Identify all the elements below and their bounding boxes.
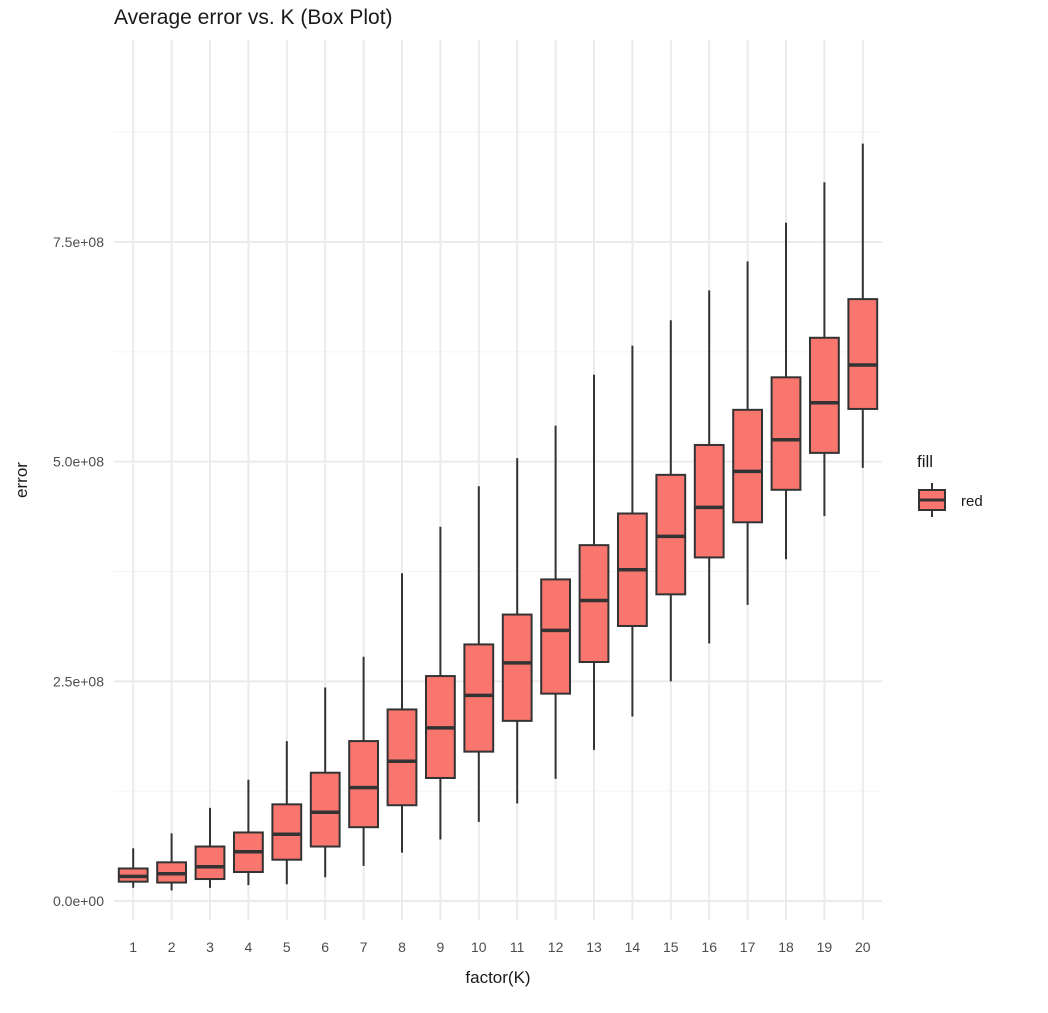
y-tick-label: 7.5e+08 — [53, 234, 104, 250]
y-tick-label: 5.0e+08 — [53, 454, 104, 470]
box-body — [770, 376, 802, 491]
box-body — [463, 643, 495, 753]
box-body — [693, 443, 725, 559]
box-k-18 — [770, 222, 802, 560]
x-tick-label: 6 — [321, 939, 329, 955]
box-k-2 — [156, 833, 187, 891]
x-tick-label: 11 — [510, 939, 525, 955]
x-tick-label: 8 — [398, 939, 406, 955]
x-tick-label: 3 — [206, 939, 214, 955]
box-body — [309, 771, 341, 848]
box-k-10 — [463, 486, 495, 822]
x-tick-label: 17 — [740, 939, 756, 955]
box-body — [501, 613, 533, 722]
box-k-14 — [617, 345, 648, 717]
box-k-1 — [117, 848, 149, 888]
box-body — [540, 578, 572, 695]
y-tick-label: 0.0e+00 — [53, 893, 104, 909]
y-axis-title: error — [12, 462, 31, 498]
box-k-15 — [655, 320, 687, 682]
box-k-12 — [540, 425, 572, 779]
box-body — [809, 336, 840, 454]
box-body — [194, 845, 226, 881]
box-k-4 — [233, 779, 264, 886]
x-tick-label: 16 — [701, 939, 717, 955]
box-k-6 — [309, 687, 341, 878]
box-k-7 — [348, 656, 380, 866]
box-k-13 — [578, 374, 610, 750]
x-tick-label: 20 — [855, 939, 871, 955]
x-tick-label: 15 — [663, 939, 679, 955]
axis-layer: 0.0e+002.5e+085.0e+087.5e+081 2 3 4 5 6 7 8 9 10 1… — [53, 234, 871, 955]
box-body — [578, 544, 610, 664]
x-tick-label: 10 — [471, 939, 487, 955]
box-body — [271, 803, 303, 861]
box-body — [386, 708, 418, 807]
box-k-20 — [847, 143, 879, 468]
box-k-9 — [425, 526, 456, 840]
legend-title: fill — [917, 452, 933, 471]
x-tick-label: 4 — [245, 939, 253, 955]
legend-entries: red — [918, 483, 983, 517]
x-axis-title: factor(K) — [465, 968, 530, 987]
x-tick-label: 12 — [548, 939, 564, 955]
legend-label: red — [961, 493, 983, 510]
box-layer — [117, 143, 879, 891]
chart-title: Average error vs. K (Box Plot) — [114, 6, 393, 29]
x-tick-label: 5 — [283, 939, 291, 955]
box-body — [732, 408, 764, 524]
x-tick-label: 18 — [778, 939, 794, 955]
box-k-19 — [809, 182, 840, 517]
grid-layer — [114, 40, 882, 920]
x-tick-label: 7 — [360, 939, 368, 955]
x-tick-label: 1 — [129, 939, 137, 955]
y-tick-label: 2.5e+08 — [53, 673, 104, 689]
x-tick-label: 9 — [437, 939, 445, 955]
box-body — [847, 298, 879, 410]
legend-entry: red — [918, 483, 983, 517]
x-tick-label: 14 — [625, 939, 641, 955]
box-k-5 — [271, 741, 303, 885]
box-k-16 — [693, 290, 725, 644]
box-k-8 — [386, 573, 418, 853]
x-tick-label: 13 — [586, 939, 602, 955]
box-k-3 — [194, 807, 226, 888]
box-k-11 — [501, 458, 533, 804]
box-body — [348, 740, 380, 829]
x-tick-label: 19 — [817, 939, 833, 955]
box-k-17 — [732, 261, 764, 605]
box-body — [655, 473, 687, 596]
legend: fill red — [917, 452, 983, 517]
x-tick-label: 2 — [168, 939, 176, 955]
